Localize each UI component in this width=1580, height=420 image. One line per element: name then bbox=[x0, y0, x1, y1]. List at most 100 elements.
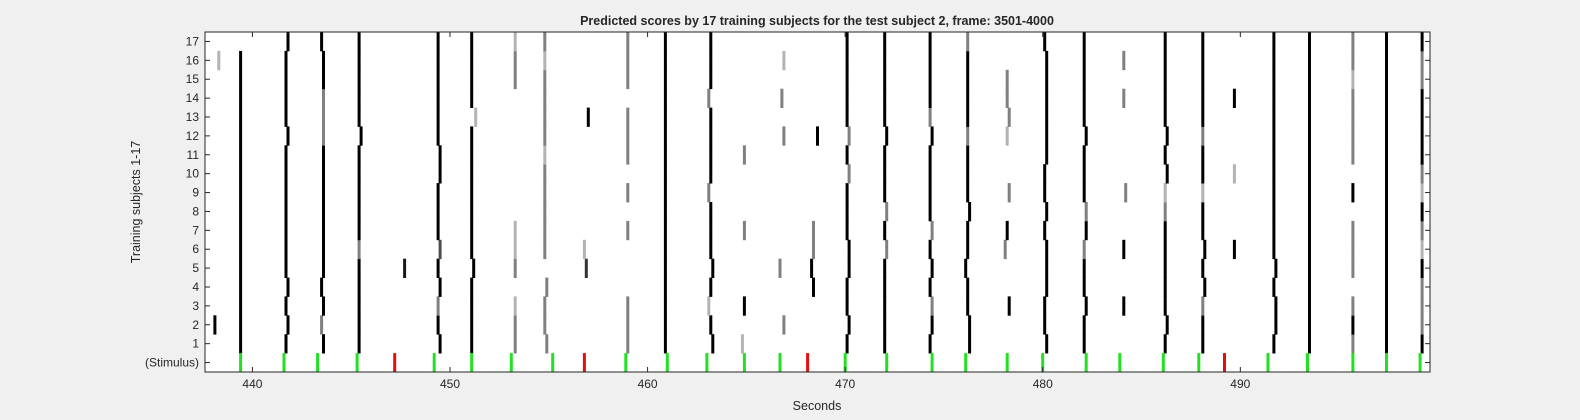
score-cell-subject-3 bbox=[663, 296, 667, 316]
score-cell-subject-9 bbox=[1007, 183, 1011, 203]
score-cell-subject-11 bbox=[438, 145, 442, 165]
score-cell-subject-9 bbox=[470, 183, 474, 203]
score-cell-subject-9 bbox=[357, 183, 361, 203]
score-cell-subject-15 bbox=[322, 69, 325, 90]
score-cell-subject-7 bbox=[284, 220, 288, 241]
x-axis-ticks: 440 450 460 470 480 490 bbox=[242, 32, 1251, 391]
score-cell-subject-12 bbox=[470, 126, 474, 146]
score-cell-subject-13 bbox=[284, 107, 288, 127]
score-cell-subject-6 bbox=[1308, 239, 1311, 260]
score-cell-subject-13 bbox=[1163, 107, 1167, 127]
score-cell-subject-3 bbox=[1385, 296, 1388, 316]
score-cell-subject-17 bbox=[883, 32, 887, 52]
stimulus-marker-correct bbox=[885, 353, 889, 372]
score-cell-subject-7 bbox=[1308, 220, 1311, 241]
score-cell-subject-16 bbox=[1385, 50, 1388, 71]
score-cell-subject-13 bbox=[928, 107, 932, 127]
score-cell-subject-5 bbox=[711, 258, 715, 278]
score-cell-subject-15 bbox=[845, 69, 849, 90]
score-cell-subject-16 bbox=[626, 50, 630, 71]
score-cell-subject-2 bbox=[239, 315, 243, 335]
score-cell-subject-5 bbox=[1274, 258, 1278, 278]
score-cell-subject-3 bbox=[1163, 296, 1167, 316]
score-cell-subject-15 bbox=[1272, 69, 1276, 90]
score-cell-subject-6 bbox=[357, 239, 361, 260]
score-cell-subject-10 bbox=[1385, 164, 1388, 184]
score-cell-subject-17 bbox=[1272, 32, 1276, 52]
score-cell-subject-14 bbox=[1232, 88, 1236, 108]
score-cell-subject-11 bbox=[1201, 145, 1205, 165]
score-cell-subject-5 bbox=[1082, 258, 1086, 278]
score-cell-subject-3 bbox=[742, 296, 746, 316]
score-cell-subject-10 bbox=[322, 164, 325, 184]
score-cell-subject-10 bbox=[438, 164, 442, 184]
score-cell-subject-6 bbox=[1082, 239, 1086, 260]
score-cell-subject-1 bbox=[322, 334, 325, 354]
score-cell-subject-1 bbox=[845, 334, 849, 354]
stimulus-marker-correct bbox=[551, 353, 555, 372]
score-cell-subject-12 bbox=[782, 126, 786, 146]
score-cell-subject-4 bbox=[812, 277, 815, 297]
score-cell-subject-5 bbox=[1163, 258, 1167, 278]
stimulus-marker-error bbox=[806, 353, 810, 372]
y-tick-label: 7 bbox=[192, 223, 199, 237]
score-cell-subject-15 bbox=[1351, 69, 1355, 90]
score-cell-subject-15 bbox=[626, 69, 630, 90]
score-cell-subject-6 bbox=[1420, 239, 1424, 260]
score-cell-subject-4 bbox=[357, 277, 361, 297]
score-cell-subject-9 bbox=[284, 183, 288, 203]
score-cell-subject-1 bbox=[663, 334, 667, 354]
score-cell-subject-2 bbox=[320, 315, 324, 335]
score-cell-subject-15 bbox=[470, 69, 474, 90]
score-cells bbox=[213, 32, 1424, 354]
score-cell-subject-14 bbox=[543, 88, 547, 108]
stimulus-marker-correct bbox=[1161, 353, 1165, 372]
score-cell-subject-4 bbox=[438, 277, 442, 297]
score-cell-subject-4 bbox=[470, 277, 474, 297]
score-cell-subject-13 bbox=[239, 107, 243, 127]
score-cell-subject-11 bbox=[1308, 145, 1311, 165]
score-cell-subject-15 bbox=[1005, 69, 1009, 90]
score-cell-subject-7 bbox=[1163, 220, 1167, 241]
score-cell-subject-8 bbox=[885, 202, 889, 222]
score-cell-subject-14 bbox=[470, 88, 474, 108]
score-cell-subject-12 bbox=[543, 126, 547, 146]
score-cell-subject-4 bbox=[1385, 277, 1388, 297]
score-cell-subject-16 bbox=[845, 50, 849, 71]
score-cell-subject-4 bbox=[1163, 277, 1167, 297]
y-tick-label: 14 bbox=[186, 91, 200, 105]
stimulus-marker-correct bbox=[624, 353, 628, 372]
x-tick-label: 470 bbox=[835, 377, 855, 391]
score-cell-subject-1 bbox=[513, 334, 517, 354]
x-tick-label: 490 bbox=[1230, 377, 1250, 391]
stimulus-marker-correct bbox=[1084, 353, 1088, 372]
score-cell-subject-1 bbox=[1420, 334, 1424, 354]
score-cell-subject-14 bbox=[1163, 88, 1167, 108]
score-cell-subject-4 bbox=[1203, 277, 1207, 297]
score-cell-subject-12 bbox=[709, 126, 713, 146]
stimulus-marker-correct bbox=[1041, 353, 1045, 372]
score-cell-subject-3 bbox=[239, 296, 243, 316]
stimulus-marker-error bbox=[393, 353, 397, 372]
y-tick-label: 6 bbox=[192, 242, 199, 256]
score-cell-subject-13 bbox=[1201, 107, 1205, 127]
score-cell-subject-7 bbox=[1385, 220, 1388, 241]
score-cell-subject-3 bbox=[966, 296, 970, 316]
y-tick-label: 15 bbox=[186, 72, 200, 86]
stimulus-markers bbox=[239, 353, 1422, 372]
score-cell-subject-8 bbox=[1084, 202, 1088, 222]
score-cell-subject-2 bbox=[286, 315, 290, 335]
score-cell-subject-7 bbox=[845, 220, 849, 241]
y-tick-label: (Stimulus) bbox=[145, 356, 199, 370]
score-cell-subject-16 bbox=[1082, 50, 1086, 71]
score-cell-subject-15 bbox=[883, 69, 887, 90]
score-cell-subject-5 bbox=[1420, 258, 1424, 278]
score-cell-subject-6 bbox=[438, 239, 442, 260]
score-cell-subject-10 bbox=[1272, 164, 1276, 184]
score-cell-subject-16 bbox=[543, 50, 547, 71]
y-tick-label: 1 bbox=[192, 337, 199, 351]
score-cell-subject-8 bbox=[436, 202, 440, 222]
score-cell-subject-9 bbox=[1082, 183, 1086, 203]
score-cell-subject-4 bbox=[883, 277, 887, 297]
